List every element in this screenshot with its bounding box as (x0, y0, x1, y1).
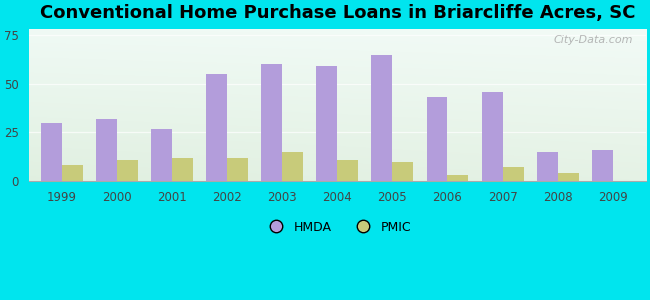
Bar (206, 74, 227, 181)
Bar (282, 152, 303, 181)
Bar (558, 173, 579, 181)
Bar (96, 119, 117, 181)
Bar (537, 152, 558, 181)
Text: City-Data.com: City-Data.com (554, 35, 634, 45)
Bar (172, 158, 193, 181)
Legend: HMDA, PMIC: HMDA, PMIC (259, 216, 416, 238)
Bar (426, 98, 447, 181)
Bar (41, 123, 62, 181)
Bar (447, 175, 469, 181)
Bar (482, 92, 502, 181)
Bar (393, 162, 413, 181)
Bar (317, 66, 337, 181)
Bar (261, 64, 282, 181)
Bar (337, 160, 358, 181)
Bar (371, 55, 393, 181)
Bar (62, 166, 83, 181)
Bar (117, 160, 138, 181)
Title: Conventional Home Purchase Loans in Briarcliffe Acres, SC: Conventional Home Purchase Loans in Bria… (40, 4, 635, 22)
Bar (151, 128, 172, 181)
Bar (227, 158, 248, 181)
Bar (502, 167, 523, 181)
Bar (592, 150, 613, 181)
